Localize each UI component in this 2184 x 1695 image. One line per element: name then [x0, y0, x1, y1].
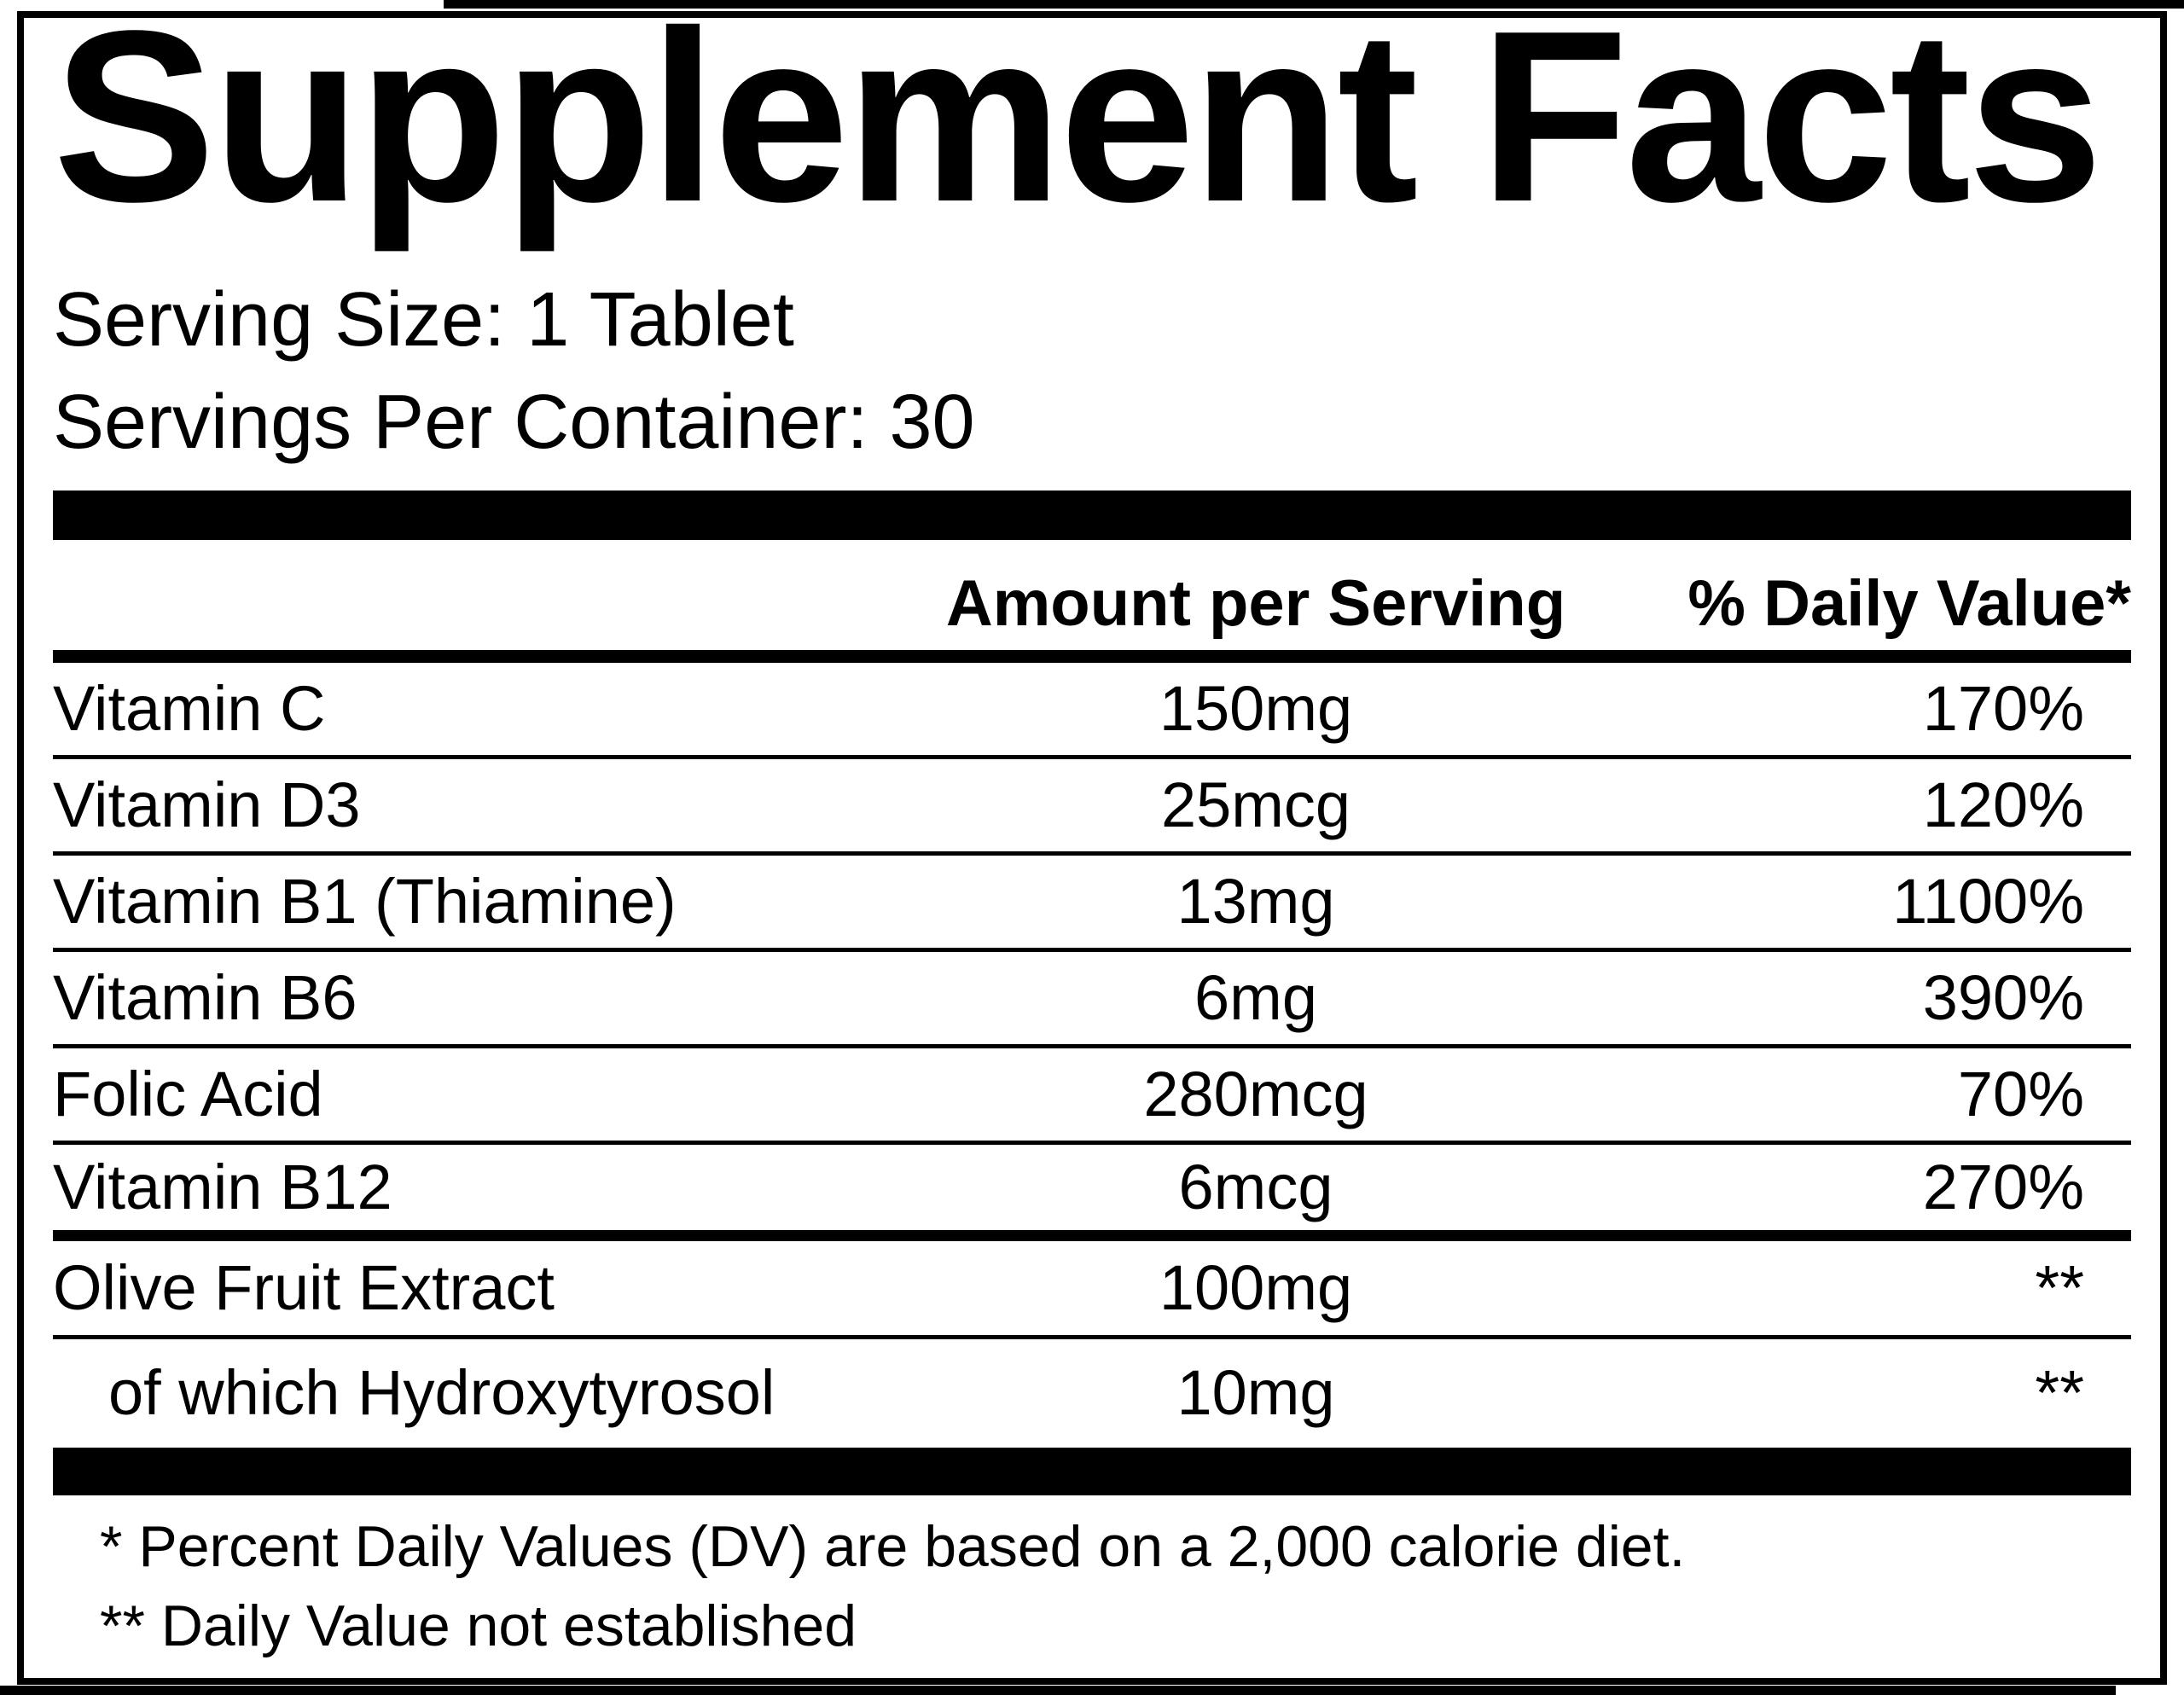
ingredient-name: Vitamin B1 (Thiamine) [53, 865, 677, 937]
table-header-row: Amount per Serving % Daily Value* [53, 566, 2131, 640]
table-row-vitamin-b12: Vitamin B12 6mcg 270% [53, 1145, 2131, 1241]
ingredient-dv: 390% [1922, 961, 2084, 1033]
daily-value-header: % Daily Value* [1687, 566, 2131, 640]
thick-rule-bottom [53, 1447, 2131, 1495]
ingredient-dv: ** [2035, 1357, 2084, 1429]
ingredient-name: Vitamin C [53, 672, 326, 744]
ingredient-dv: 70% [1957, 1058, 2084, 1129]
table-row-vitamin-d3: Vitamin D3 25mcg 120% [53, 759, 2131, 856]
thick-rule-top [53, 490, 2131, 540]
servings-per-container-line: Servings Per Container: 30 [53, 379, 975, 465]
ingredient-dv: 270% [1922, 1151, 2084, 1222]
ingredient-amount: 6mg [1194, 961, 1317, 1033]
ingredient-amount: 100mg [1159, 1251, 1353, 1323]
ingredient-amount: 150mg [1159, 672, 1353, 744]
header-underline-rule [53, 649, 2131, 663]
panel-title: Supplement Facts [53, 11, 2103, 253]
ingredient-name: Vitamin B6 [53, 961, 357, 1033]
photo-edge-artifact-top [444, 0, 2184, 9]
ingredient-dv: ** [2035, 1251, 2084, 1323]
photo-edge-artifact-bottom [0, 1686, 2116, 1695]
amount-per-serving-header: Amount per Serving [945, 566, 1566, 640]
supplement-facts-panel: Supplement Facts Serving Size: 1 Tablet … [17, 11, 2167, 1685]
table-row-folic-acid: Folic Acid 280mcg 70% [53, 1048, 2131, 1145]
ingredient-name: Vitamin B12 [53, 1151, 392, 1222]
ingredient-name-sub: of which Hydroxytyrosol [108, 1357, 775, 1429]
ingredient-dv: 120% [1922, 769, 2084, 840]
table-row-olive-fruit-extract: Olive Fruit Extract 100mg ** [53, 1241, 2131, 1339]
ingredient-amount: 25mcg [1160, 769, 1351, 840]
ingredient-name: Vitamin D3 [53, 769, 361, 840]
ingredient-name: Olive Fruit Extract [53, 1251, 555, 1323]
ingredient-amount: 280mcg [1143, 1058, 1368, 1129]
ingredient-amount: 10mg [1176, 1357, 1335, 1429]
ingredient-dv: 1100% [1892, 865, 2084, 937]
table-row-hydroxytyrosol: of which Hydroxytyrosol 10mg ** [53, 1339, 2131, 1448]
footnote-percent-dv: * Percent Daily Values (DV) are based on… [100, 1513, 1686, 1579]
table-row-vitamin-c: Vitamin C 150mg 170% [53, 663, 2131, 759]
ingredient-dv: 170% [1922, 672, 2084, 744]
table-row-vitamin-b6: Vitamin B6 6mg 390% [53, 952, 2131, 1048]
serving-size-line: Serving Size: 1 Tablet [53, 276, 794, 363]
ingredient-name: Folic Acid [53, 1058, 323, 1129]
ingredient-amount: 13mg [1176, 865, 1335, 937]
footnote-not-established: ** Daily Value not established [100, 1593, 857, 1658]
table-row-vitamin-b1: Vitamin B1 (Thiamine) 13mg 1100% [53, 856, 2131, 952]
ingredient-amount: 6mcg [1178, 1151, 1333, 1222]
